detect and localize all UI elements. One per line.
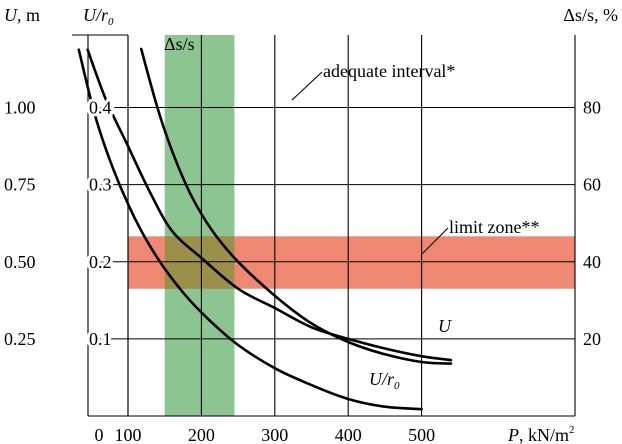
series-label-u-r0: U/r0 <box>369 369 400 392</box>
x-tick-label-200: 200 <box>188 425 215 444</box>
y-outer-tick-label-0.75: 0.75 <box>4 175 36 195</box>
y-inner-tick-label-0.2: 0.2 <box>89 252 112 272</box>
labels-layer: 0 100 200 300 400 500 0.25 0.50 0.75 1.00 0.1 0.2 0.… <box>1 5 618 444</box>
series-label-u: U <box>438 316 452 336</box>
grid-layer <box>72 34 576 417</box>
y-inner-tick-label-0.4: 0.4 <box>89 98 112 118</box>
curve-ds-s <box>86 48 453 362</box>
curve-u <box>139 47 453 365</box>
y-right-tick-label-80: 80 <box>583 98 601 118</box>
band-adequate-interval <box>164 35 235 416</box>
x-tick-label-100: 100 <box>115 425 142 444</box>
y-right-tick-label-40: 40 <box>583 252 601 272</box>
y-outer-tick-label-0.25: 0.25 <box>4 329 36 349</box>
x-tick-label-500: 500 <box>408 425 435 444</box>
y-inner-tick-label-0.1: 0.1 <box>89 329 112 349</box>
x-axis-title: P, kN/m2 <box>507 424 575 444</box>
y-right-tick-label-60: 60 <box>583 175 601 195</box>
bands-layer <box>128 35 575 416</box>
y-inner-axis-title: U/r0 <box>83 5 114 28</box>
series-label-ds-s: Δs/s <box>164 34 195 54</box>
x-tick-label-300: 300 <box>261 425 288 444</box>
y-right-tick-label-20: 20 <box>583 329 601 349</box>
y-outer-axis-title: U, m <box>4 5 40 25</box>
x-tick-label-400: 400 <box>335 425 362 444</box>
y-outer-tick-label-1.00: 1.00 <box>4 98 36 118</box>
adequate-interval-label: adequate interval* <box>323 61 455 81</box>
y-outer-tick-label-0.50: 0.50 <box>4 252 36 272</box>
limit-zone-label: limit zone** <box>449 217 539 237</box>
curves-layer <box>77 47 453 411</box>
curve-u-r0 <box>77 48 423 411</box>
adequate-interval-leader <box>291 71 323 101</box>
limit-zone-leader <box>421 227 449 255</box>
x-tick-label-0: 0 <box>95 425 104 444</box>
y-inner-tick-label-0.3: 0.3 <box>89 175 112 195</box>
y-right-axis-title: Δs/s, % <box>563 5 618 25</box>
